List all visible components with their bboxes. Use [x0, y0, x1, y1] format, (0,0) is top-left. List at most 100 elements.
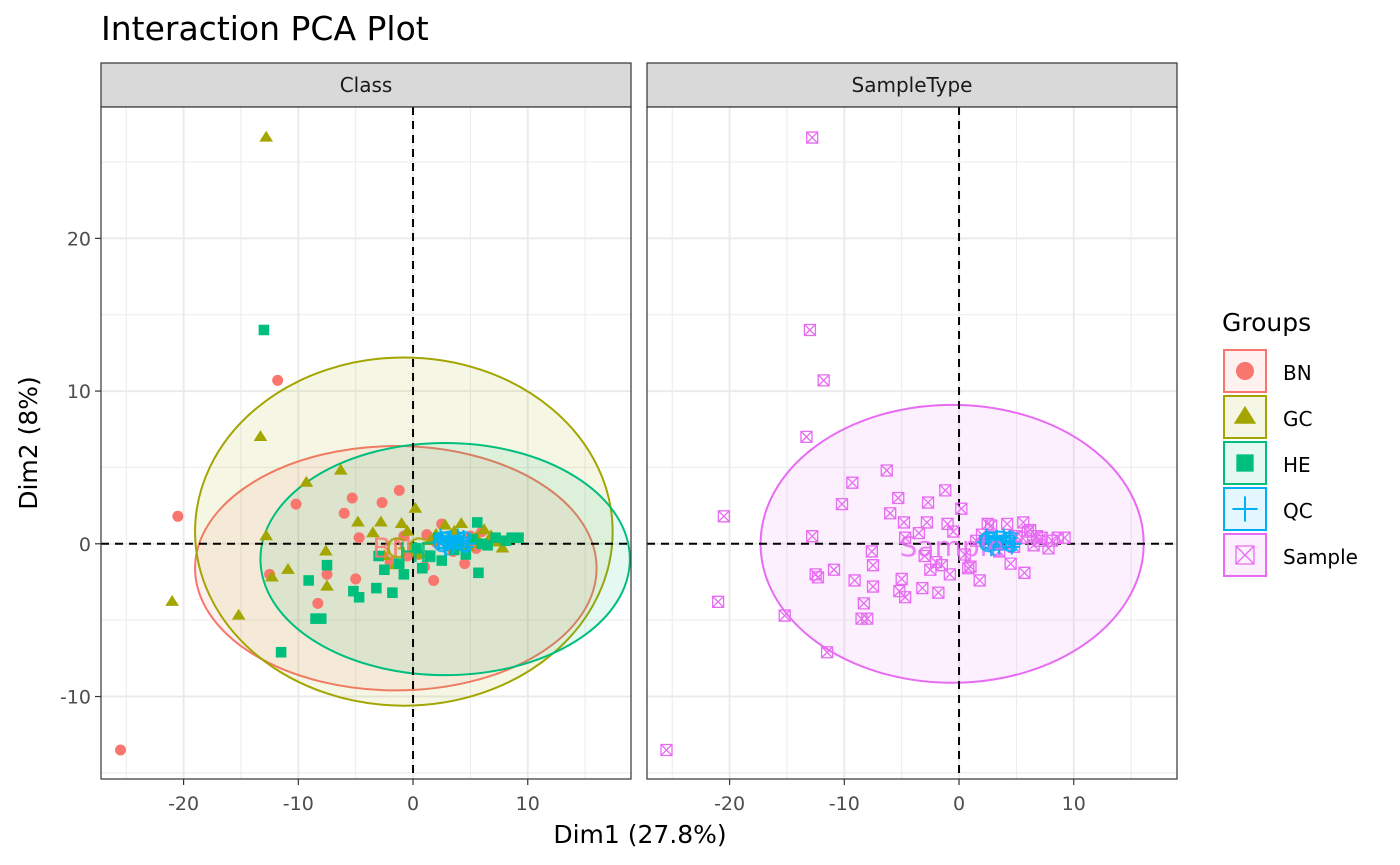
x-tick-label: 0 [407, 793, 419, 815]
data-point [835, 497, 849, 511]
data-point [319, 544, 333, 556]
data-point [912, 526, 926, 540]
data-point [393, 558, 405, 569]
panel-border [100, 106, 632, 780]
data-point [884, 507, 897, 520]
data-point [1004, 539, 1020, 555]
data-point [866, 559, 880, 572]
data-point [458, 539, 474, 555]
legend-item-he: HE [1223, 441, 1311, 485]
y-tick-label: 10 [67, 381, 91, 403]
data-point [416, 562, 428, 574]
data-point [459, 558, 471, 570]
data-point [376, 497, 388, 509]
data-point [513, 532, 524, 543]
panel-background [647, 107, 1177, 779]
series-qc [430, 528, 476, 557]
legend-label: Sample [1283, 545, 1358, 569]
data-point [272, 374, 284, 386]
facet-strip-label: Class [340, 73, 393, 97]
data-point [660, 743, 673, 757]
panel-border [646, 106, 1178, 780]
y-axis-title: Dim2 (8%) [14, 376, 43, 510]
data-point [374, 515, 388, 527]
legend-item-bn: BN [1223, 349, 1312, 393]
data-point [366, 526, 380, 538]
y-tick-label: 20 [67, 228, 91, 250]
data-point [490, 532, 501, 543]
data-point [500, 535, 512, 547]
data-point [848, 574, 861, 587]
data-point [290, 498, 302, 510]
data-point [450, 528, 466, 544]
data-point [259, 529, 274, 541]
data-point [806, 530, 819, 543]
data-point [865, 545, 878, 558]
data-point [350, 573, 362, 585]
data-point [986, 531, 1003, 547]
data-point [258, 324, 270, 336]
data-point [394, 517, 409, 529]
legend-label: QC [1283, 499, 1313, 523]
legend-label: GC [1283, 407, 1312, 431]
data-point [353, 591, 365, 603]
data-point [932, 586, 945, 599]
data-point [275, 646, 287, 658]
data-point [978, 528, 995, 544]
data-point [281, 562, 295, 574]
data-point [898, 591, 912, 604]
data-point [778, 609, 791, 622]
data-point [955, 502, 968, 515]
data-point [348, 585, 359, 597]
data-point [424, 550, 436, 562]
data-point [371, 582, 382, 594]
data-point [338, 507, 350, 519]
data-point [231, 608, 246, 620]
legend-marker [1236, 362, 1254, 380]
data-point [393, 484, 405, 496]
data-point [449, 544, 460, 556]
x-tick-label: -10 [283, 793, 314, 815]
x-tick-label: -10 [829, 793, 860, 815]
data-point [379, 564, 390, 576]
data-point [165, 595, 179, 606]
data-point [299, 475, 314, 487]
data-point [916, 581, 929, 595]
data-point [432, 528, 449, 544]
facet-strip-label: SampleType [852, 73, 973, 97]
data-point [467, 533, 478, 545]
data-point [846, 476, 859, 489]
legend-label: HE [1283, 453, 1311, 477]
data-point [964, 560, 977, 573]
data-point [454, 517, 469, 529]
group-label: HE [398, 536, 437, 569]
data-point [253, 430, 268, 441]
data-point [943, 568, 957, 581]
data-point [495, 541, 510, 553]
data-point [259, 130, 274, 142]
legend-item-qc: QC [1223, 487, 1313, 531]
chart-title: Interaction PCA Plot [101, 9, 429, 48]
data-point [310, 613, 321, 624]
panel-grid [647, 107, 1177, 779]
data-point [866, 580, 880, 593]
legend-title: Groups [1222, 308, 1311, 337]
x-axis-title: Dim1 (27.8%) [553, 820, 726, 849]
legend-marker [1232, 496, 1258, 522]
legend-item-gc: GC [1223, 395, 1312, 439]
data-point [820, 646, 834, 659]
data-point [320, 579, 334, 591]
panel-grid [101, 107, 631, 779]
data-point [460, 536, 476, 552]
data-point [983, 540, 999, 557]
data-point [895, 572, 908, 586]
data-point [920, 516, 934, 529]
data-point [941, 517, 954, 531]
group-label: QC [431, 525, 473, 558]
x-tick-label: 10 [516, 793, 540, 815]
data-point [506, 532, 517, 543]
